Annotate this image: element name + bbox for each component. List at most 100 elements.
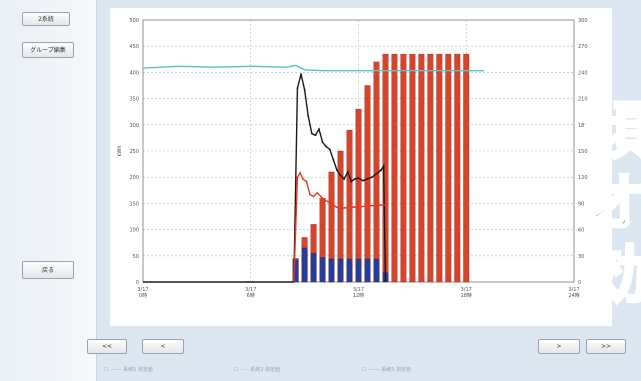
legend-label: 系統1 測定値 bbox=[123, 367, 154, 373]
left-panel: 2系統 グループ編集 戻る bbox=[0, 0, 97, 381]
y-tick-label: 500 bbox=[129, 18, 139, 24]
y2-tick-label: 180 bbox=[578, 123, 588, 129]
y-tick-label: 100 bbox=[129, 228, 139, 234]
series-point bbox=[310, 132, 313, 135]
bar bbox=[310, 253, 317, 283]
y-tick-label: 50 bbox=[133, 254, 139, 260]
series-point bbox=[380, 169, 382, 172]
series-point bbox=[299, 171, 302, 174]
next-page-button[interactable]: > bbox=[538, 339, 580, 354]
chart-svg: 0 50 100 150 200 250 300 350 400 450 500 0 30 60 90 120… bbox=[117, 18, 599, 299]
series-point bbox=[348, 207, 351, 210]
series-line bbox=[293, 171, 386, 283]
series-point bbox=[296, 87, 299, 90]
series-point bbox=[301, 178, 304, 180]
series-point bbox=[296, 176, 299, 179]
plot-area: 0 50 100 150 200 250 300 350 400 450 500 0 30 60 90 120… bbox=[110, 8, 612, 326]
bar bbox=[328, 258, 335, 283]
prev-page-button[interactable]: < bbox=[142, 339, 184, 354]
series-point bbox=[384, 204, 387, 207]
y2-tick-label: 240 bbox=[578, 70, 588, 76]
y2-tick-label: 210 bbox=[578, 97, 588, 103]
series-point bbox=[344, 206, 346, 209]
legend-line-icon: —·— bbox=[368, 367, 380, 373]
bar bbox=[418, 53, 425, 283]
series-point bbox=[316, 192, 319, 194]
series-point bbox=[303, 88, 306, 91]
bar bbox=[301, 247, 308, 283]
bar bbox=[391, 53, 398, 283]
bar bbox=[463, 53, 470, 283]
legend-item: ☐ - - - 系統2 測定値 bbox=[234, 366, 280, 373]
y-tick-label: 350 bbox=[129, 97, 139, 103]
bar bbox=[364, 85, 371, 283]
y-tick-label: 450 bbox=[129, 44, 139, 50]
series-point bbox=[339, 207, 342, 210]
series-point bbox=[314, 134, 317, 137]
series-point bbox=[327, 200, 329, 203]
y-tick-label: 0 bbox=[136, 280, 139, 286]
x-tick-label: 3/17 12時 bbox=[353, 287, 364, 299]
bar bbox=[373, 258, 380, 283]
legend-label: 系統2 測定値 bbox=[250, 367, 281, 373]
bar bbox=[355, 258, 362, 283]
y2-tick-label: 300 bbox=[578, 18, 588, 24]
x-tick-label: 3/17 24時 bbox=[568, 287, 579, 299]
series-point bbox=[309, 193, 311, 196]
overlay-character: オ bbox=[584, 166, 641, 239]
x-tick-label: 3/17 18時 bbox=[461, 287, 472, 299]
legend-item: ☐ —·— 系統3 測定値 bbox=[362, 366, 411, 373]
y-tick-label: 250 bbox=[129, 149, 139, 155]
series-point bbox=[319, 195, 322, 198]
series-point bbox=[354, 178, 356, 180]
y2-tick-label: 60 bbox=[578, 228, 584, 234]
legend-item: ☐ —·— 系統1 測定値 bbox=[104, 366, 153, 373]
series-point bbox=[371, 176, 373, 179]
group-edit-button[interactable]: グループ編集 bbox=[22, 42, 74, 58]
bar bbox=[445, 53, 452, 283]
checkbox-icon[interactable]: ☐ bbox=[234, 367, 239, 373]
series-point bbox=[375, 172, 378, 175]
series-point bbox=[362, 179, 364, 182]
overlay-character: 効 bbox=[584, 238, 641, 311]
series-point bbox=[305, 180, 308, 183]
series-point bbox=[336, 169, 338, 172]
bar bbox=[454, 53, 461, 283]
y-tick-label: 400 bbox=[129, 70, 139, 76]
series-point bbox=[323, 199, 326, 201]
y2-axis-label: ℃ bbox=[593, 147, 599, 153]
y2-tick-label: 270 bbox=[578, 44, 588, 50]
series-point bbox=[332, 158, 335, 161]
series-point bbox=[380, 204, 382, 207]
overlay-character: 傾 bbox=[584, 94, 641, 167]
series-point bbox=[350, 180, 353, 183]
back-button[interactable]: 戻る bbox=[22, 261, 74, 279]
series-point bbox=[366, 205, 369, 207]
series-point bbox=[339, 174, 342, 177]
series-point bbox=[357, 205, 360, 208]
series-point bbox=[335, 205, 337, 208]
series-line bbox=[142, 64, 485, 72]
bar bbox=[355, 108, 362, 283]
system-select-button[interactable]: 2系統 bbox=[22, 12, 70, 26]
first-page-button[interactable]: << bbox=[87, 339, 127, 354]
bar bbox=[400, 53, 407, 283]
bar bbox=[427, 53, 434, 283]
series-point bbox=[321, 141, 324, 144]
last-page-button[interactable]: >> bbox=[586, 339, 626, 354]
bar bbox=[364, 258, 371, 283]
bar bbox=[346, 258, 353, 283]
y2-tick-label: 120 bbox=[578, 175, 588, 181]
x-tick-label: 3/17 0時 bbox=[137, 287, 148, 299]
series-point bbox=[375, 204, 378, 207]
checkbox-icon[interactable]: ☐ bbox=[104, 367, 109, 373]
series-point bbox=[330, 202, 333, 205]
bar bbox=[409, 53, 416, 283]
legend-label: 系統3 測定値 bbox=[381, 367, 412, 373]
y2-tick-label: 0 bbox=[578, 280, 581, 286]
series-point bbox=[325, 145, 328, 148]
y-tick-label: 300 bbox=[129, 123, 139, 129]
checkbox-icon[interactable]: ☐ bbox=[362, 367, 367, 373]
y-axis-label: kWh bbox=[117, 145, 123, 156]
